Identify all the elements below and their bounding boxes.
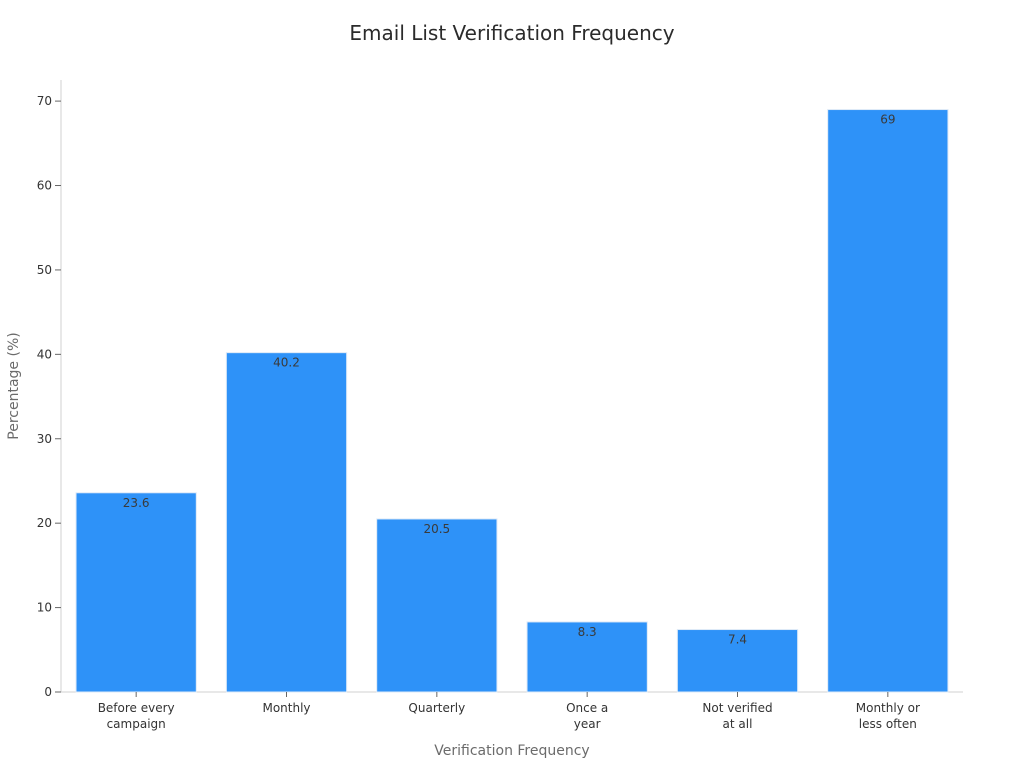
y-tick-label: 50 — [37, 263, 52, 277]
bar — [225, 352, 348, 693]
x-tick-label-line: Monthly or — [856, 701, 920, 715]
x-axis-title: Verification Frequency — [434, 743, 589, 759]
x-tick-label: Before every campaign — [98, 701, 175, 731]
bar-value-label: 20.5 — [423, 522, 450, 536]
bar — [376, 518, 498, 693]
x-tick-label: Monthly — [262, 701, 310, 715]
y-axis-title: Percentage (%) — [6, 332, 22, 439]
y-tick-label: 70 — [37, 94, 52, 108]
bar — [676, 629, 799, 693]
bar-value-label: 40.2 — [273, 356, 300, 370]
x-tick-label-line: less often — [859, 717, 917, 731]
x-tick-label: Quarterly — [408, 701, 465, 715]
bar-value-label: 8.3 — [578, 625, 597, 639]
x-tick-label: Monthly or less often — [856, 701, 920, 731]
x-tick-label-line: at all — [723, 717, 753, 731]
x-tick-label-line: year — [574, 717, 601, 731]
x-tick-label-line: Quarterly — [408, 701, 465, 715]
y-tick-label: 60 — [37, 179, 52, 193]
x-tick-label: Not verified at all — [702, 701, 772, 731]
plot-area: 0 10 20 30 40 50 60 70 23.6 Before every campaign 4… — [37, 80, 963, 731]
y-tick-label: 0 — [44, 685, 52, 699]
x-tick-label-line: Before every — [98, 701, 175, 715]
y-tick-label: 10 — [37, 601, 52, 615]
x-tick-label-line: Monthly — [262, 701, 310, 715]
y-tick-label: 30 — [37, 432, 52, 446]
y-tick-label: 40 — [37, 347, 52, 361]
x-tick-label-line: Not verified — [702, 701, 772, 715]
x-tick-label-line: Once a — [566, 701, 608, 715]
x-tick-label-line: campaign — [107, 717, 166, 731]
bar — [827, 109, 949, 693]
x-tick-label: Once a year — [566, 701, 608, 731]
bar — [75, 492, 197, 693]
bar-value-label: 69 — [880, 113, 895, 127]
chart-title: Email List Verification Frequency — [349, 21, 674, 45]
y-tick-label: 20 — [37, 516, 52, 530]
bar — [526, 621, 648, 693]
bar-value-label: 7.4 — [728, 633, 747, 647]
bar-value-label: 23.6 — [123, 496, 150, 510]
